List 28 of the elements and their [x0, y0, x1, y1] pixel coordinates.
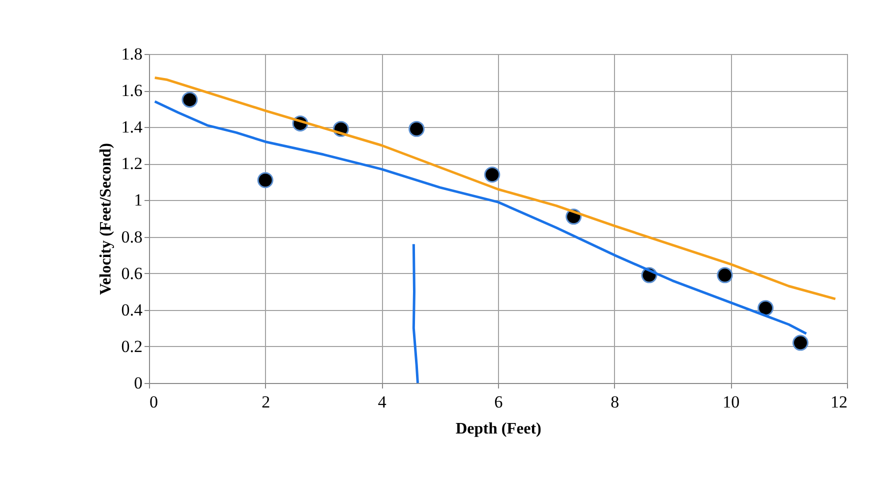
x-tick-label: 4	[378, 392, 387, 412]
x-tick-label: 8	[610, 392, 620, 412]
x-tick-label: 6	[494, 392, 503, 412]
y-tick-label: 1	[134, 190, 142, 210]
x-tick-label: 10	[722, 392, 740, 412]
point	[182, 92, 198, 108]
y-tick-label: 0.2	[121, 336, 142, 356]
y-tick-label: 1.8	[121, 44, 142, 64]
point	[257, 172, 274, 188]
y-tick-label: 0.8	[121, 227, 142, 246]
point	[792, 334, 808, 351]
y-axis-title: Velocity (Feet/Second)	[97, 143, 114, 295]
line-series	[154, 76, 837, 300]
x-tick-label: 0	[150, 392, 158, 412]
x-tick-label: 2	[262, 392, 270, 412]
y-tick-label: 0.4	[121, 300, 143, 320]
y-tick-label: 1.2	[121, 154, 142, 174]
point	[484, 166, 500, 183]
point	[408, 120, 425, 137]
x-tick-label: 12	[830, 392, 848, 412]
point	[758, 300, 774, 316]
line-series	[412, 242, 419, 384]
y-tick-label: 1.6	[121, 81, 142, 100]
point	[716, 267, 733, 284]
y-tick-label: 0	[134, 374, 142, 392]
y-tick-label: 0.6	[121, 264, 142, 283]
x-axis-title: Depth (Feet)	[456, 420, 542, 438]
y-tick-label: 1.4	[121, 118, 143, 137]
